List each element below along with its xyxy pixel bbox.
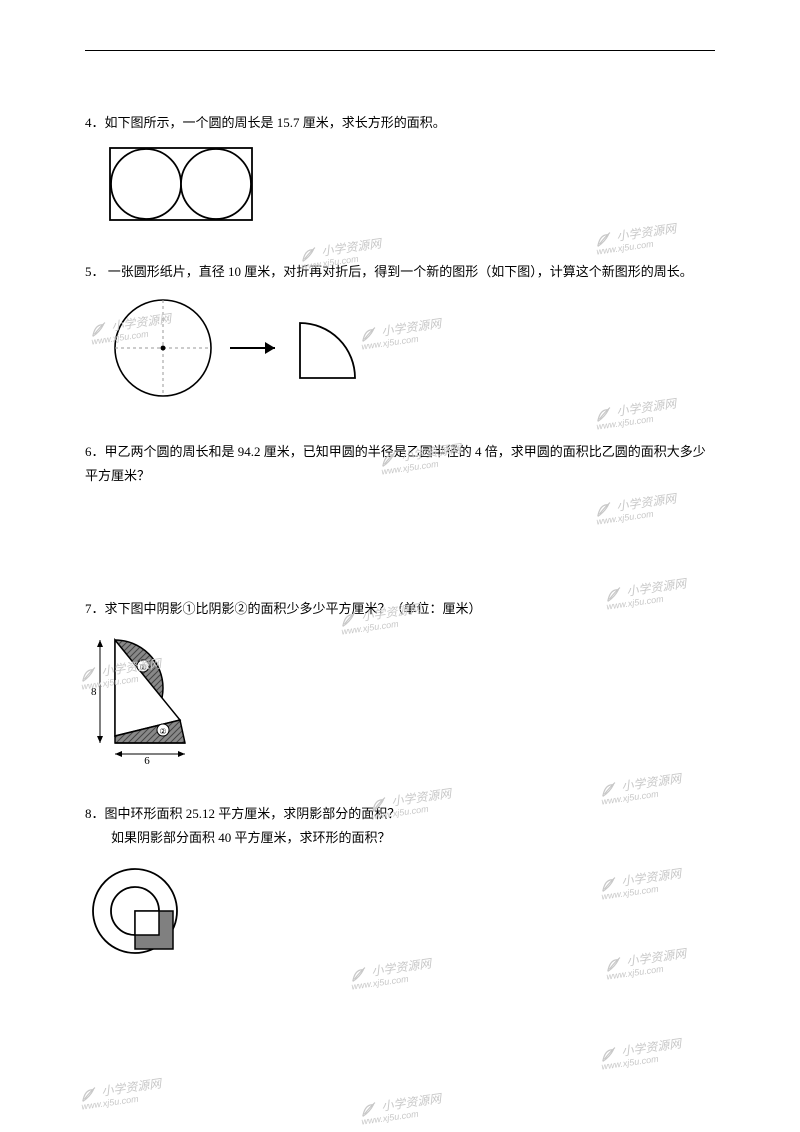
problem-8-number: 8． (85, 806, 105, 821)
problem-5-figure (105, 293, 715, 412)
problem-7-text: 7．求下图中阴影①比阴影②的面积少多少平方厘米？（单位：厘米） (85, 597, 715, 622)
dim-8-label: 8 (91, 686, 97, 698)
problem-7-body: 求下图中阴影①比阴影②的面积少多少平方厘米？（单位：厘米） (105, 601, 482, 616)
svg-text:②: ② (159, 727, 166, 736)
problem-6: 6．甲乙两个圆的周长和是 94.2 厘米，已知甲圆的半径是乙圆半径的 4 倍，求… (85, 440, 715, 489)
problem-7-number: 7． (85, 601, 105, 616)
problem-6-text: 6．甲乙两个圆的周长和是 94.2 厘米，已知甲圆的半径是乙圆半径的 4 倍，求… (85, 440, 715, 489)
svg-text:①: ① (139, 663, 146, 672)
watermark-item: 小学资源网www.xj5u.com (79, 1074, 164, 1111)
problem-4: 4．如下图所示，一个圆的周长是 15.7 厘米，求长方形的面积。 (85, 111, 715, 232)
problem-5-number: 5． (85, 264, 105, 279)
problem-8-line1: 图中环形面积 25.12 平方厘米，求阴影部分的面积？ (105, 806, 401, 821)
problem-6-number: 6． (85, 444, 105, 459)
problem-5: 5． 一张圆形纸片，直径 10 厘米，对折再对折后，得到一个新的图形（如下图），… (85, 260, 715, 411)
problem-6-body: 甲乙两个圆的周长和是 94.2 厘米，已知甲圆的半径是乙圆半径的 4 倍，求甲圆… (85, 444, 706, 484)
problem-5-text: 5． 一张圆形纸片，直径 10 厘米，对折再对折后，得到一个新的图形（如下图），… (85, 260, 715, 285)
shaded-area-diagram: ① ② 8 6 (85, 630, 245, 765)
watermark-item: 小学资源网www.xj5u.com (599, 1034, 684, 1071)
problem-4-figure (105, 144, 715, 233)
problem-8-text: 8．图中环形面积 25.12 平方厘米，求阴影部分的面积？ 如果阴影部分面积 4… (85, 802, 715, 851)
problem-5-body: 一张圆形纸片，直径 10 厘米，对折再对折后，得到一个新的图形（如下图），计算这… (105, 264, 693, 279)
header-rule (85, 50, 715, 51)
problem-4-text: 4．如下图所示，一个圆的周长是 15.7 厘米，求长方形的面积。 (85, 111, 715, 136)
rect-two-circles-diagram (105, 144, 265, 224)
spacing (85, 517, 715, 597)
problem-8: 8．图中环形面积 25.12 平方厘米，求阴影部分的面积？ 如果阴影部分面积 4… (85, 802, 715, 973)
problem-7: 7．求下图中阴影①比阴影②的面积少多少平方厘米？（单位：厘米） ① (85, 597, 715, 773)
problem-8-line2: 如果阴影部分面积 40 平方厘米，求环形的面积？ (111, 830, 391, 845)
dim-6-label: 6 (144, 755, 150, 765)
watermark-item: 小学资源网www.xj5u.com (359, 1089, 444, 1126)
problem-8-figure (85, 859, 715, 973)
problem-4-number: 4． (85, 115, 105, 130)
problem-4-body: 如下图所示，一个圆的周长是 15.7 厘米，求长方形的面积。 (105, 115, 446, 130)
document-page: 4．如下图所示，一个圆的周长是 15.7 厘米，求长方形的面积。 5． 一张圆形… (0, 0, 800, 1031)
circle-fold-diagram (105, 293, 385, 403)
annulus-square-diagram (85, 859, 215, 964)
problem-7-figure: ① ② 8 6 (85, 630, 715, 774)
